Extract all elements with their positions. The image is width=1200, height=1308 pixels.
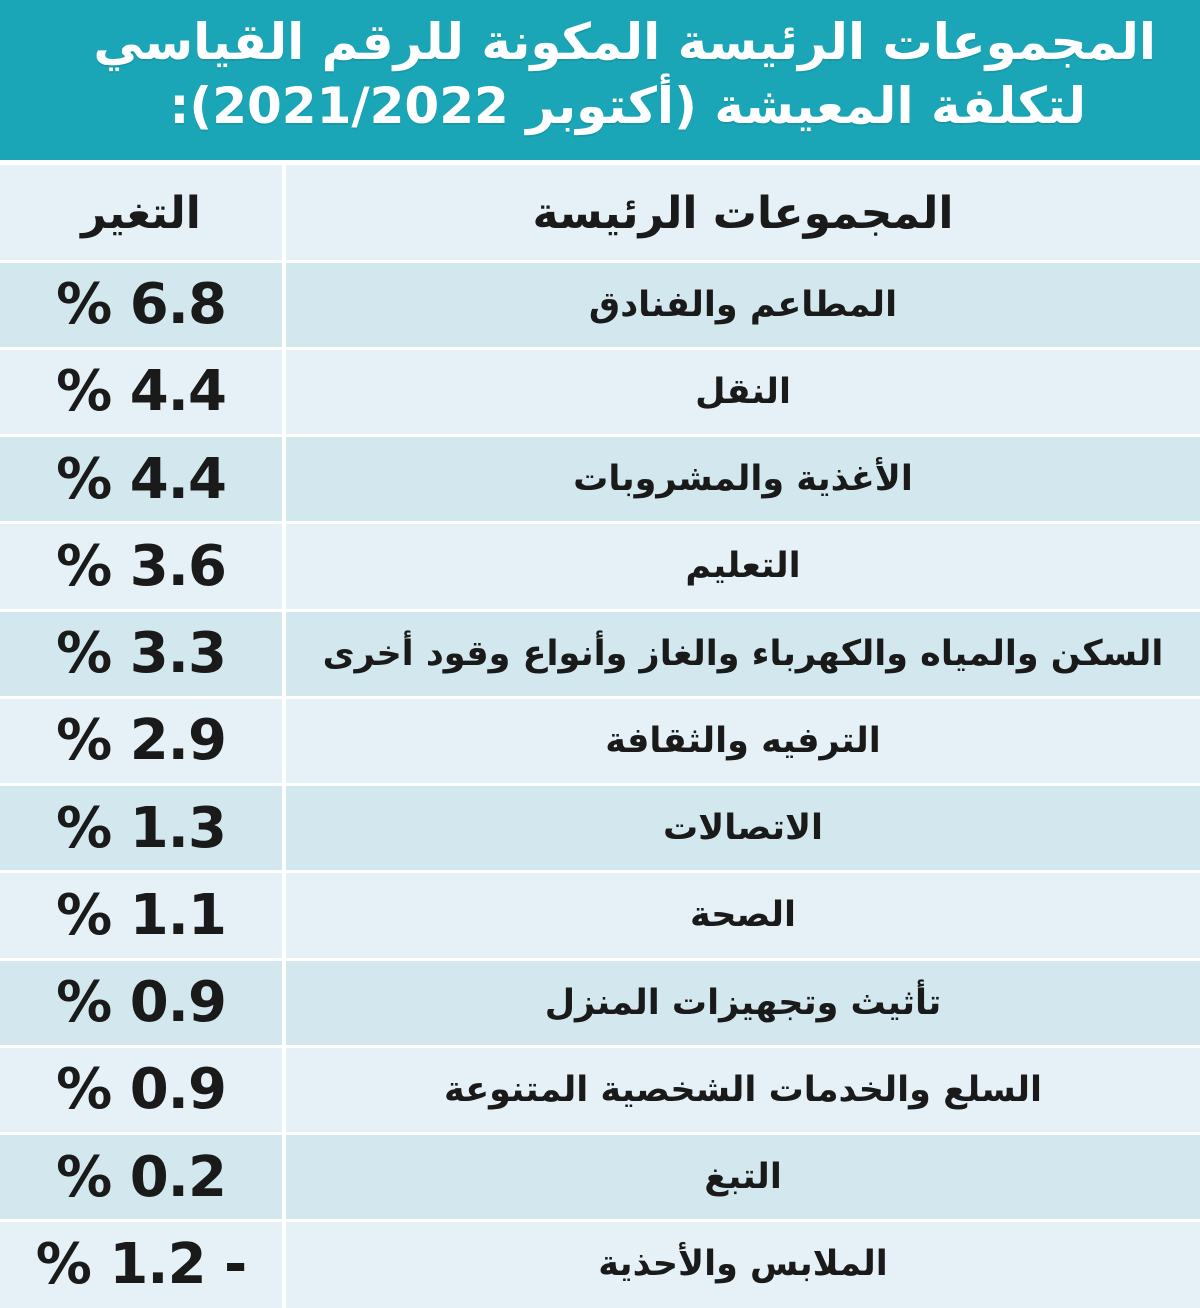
table-row: السكن والمياه والكهرباء والغاز وأنواع وق… bbox=[0, 610, 1200, 698]
column-header-change: التغير bbox=[81, 187, 201, 239]
group-name-cell: الصحة bbox=[689, 895, 797, 936]
table-header-row: المجموعات الرئيسة التغير bbox=[0, 165, 1200, 261]
group-name-cell: التبغ bbox=[704, 1157, 782, 1198]
change-value-cell: % 0.2 bbox=[56, 1144, 227, 1210]
row-divider bbox=[0, 957, 1200, 961]
row-divider bbox=[0, 259, 1200, 263]
data-table: المجموعات الرئيسة التغير المطاعم والفناد… bbox=[0, 165, 1200, 1308]
row-divider bbox=[0, 434, 1200, 437]
table-row: الترفيه والثقافة % 2.9 bbox=[0, 697, 1200, 785]
table-row: التعليم % 3.6 bbox=[0, 522, 1200, 610]
group-name-cell: الترفيه والثقافة bbox=[605, 720, 881, 761]
table-row: التبغ % 0.2 bbox=[0, 1133, 1200, 1221]
row-divider bbox=[0, 870, 1200, 874]
row-divider bbox=[0, 1044, 1200, 1048]
change-value-cell: % 1.2 - bbox=[35, 1231, 248, 1297]
table-row: تأثيث وتجهيزات المنزل % 0.9 bbox=[0, 959, 1200, 1047]
row-divider bbox=[0, 695, 1200, 699]
group-name-cell: التعليم bbox=[685, 546, 801, 587]
change-value-cell: % 1.3 bbox=[56, 795, 227, 861]
row-divider bbox=[0, 1132, 1200, 1135]
change-value-cell: % 4.4 bbox=[56, 359, 227, 425]
change-value-cell: % 2.9 bbox=[56, 708, 227, 774]
column-header-groups: المجموعات الرئيسة bbox=[532, 187, 954, 239]
table-row: الأغذية والمشروبات % 4.4 bbox=[0, 435, 1200, 523]
change-value-cell: % 3.6 bbox=[56, 533, 227, 599]
table-row: الملابس والأحذية % 1.2 - bbox=[0, 1220, 1200, 1308]
table-row: السلع والخدمات الشخصية المتنوعة % 0.9 bbox=[0, 1046, 1200, 1134]
change-value-cell: % 6.8 bbox=[56, 272, 227, 338]
group-name-cell: النقل bbox=[695, 371, 791, 412]
row-divider bbox=[0, 783, 1200, 786]
change-value-cell: % 1.1 bbox=[56, 882, 227, 948]
row-divider bbox=[0, 346, 1200, 350]
table-row: المطاعم والفنادق % 6.8 bbox=[0, 261, 1200, 349]
row-divider bbox=[0, 1219, 1200, 1223]
group-name-cell: الاتصالات bbox=[662, 808, 824, 849]
column-divider bbox=[282, 165, 286, 1308]
group-name-cell: الملابس والأحذية bbox=[598, 1244, 888, 1285]
table-row: الاتصالات % 1.3 bbox=[0, 784, 1200, 872]
group-name-cell: تأثيث وتجهيزات المنزل bbox=[544, 982, 942, 1023]
group-name-cell: المطاعم والفنادق bbox=[588, 284, 898, 325]
group-name-cell: السكن والمياه والكهرباء والغاز وأنواع وق… bbox=[322, 633, 1164, 674]
change-value-cell: % 0.9 bbox=[56, 1057, 227, 1123]
title-band: المجموعات الرئيسة المكونة للرقم القياسي … bbox=[0, 0, 1200, 160]
change-value-cell: % 3.3 bbox=[56, 621, 227, 687]
change-value-cell: % 0.9 bbox=[56, 970, 227, 1036]
table-row: الصحة % 1.1 bbox=[0, 871, 1200, 959]
change-value-cell: % 4.4 bbox=[56, 446, 227, 512]
row-divider bbox=[0, 608, 1200, 612]
table-row: النقل % 4.4 bbox=[0, 348, 1200, 436]
row-divider bbox=[0, 521, 1200, 525]
group-name-cell: السلع والخدمات الشخصية المتنوعة bbox=[443, 1069, 1043, 1110]
group-name-cell: الأغذية والمشروبات bbox=[573, 459, 913, 500]
title-line-2: لتكلفة المعيشة (أكتوبر 2021/2022): bbox=[169, 77, 1086, 135]
title-line-1: المجموعات الرئيسة المكونة للرقم القياسي bbox=[93, 13, 1156, 71]
